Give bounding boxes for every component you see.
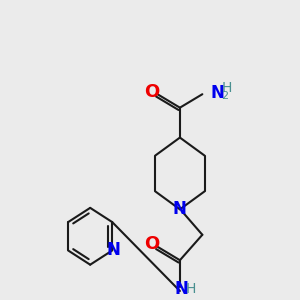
Text: H: H	[221, 81, 232, 95]
Text: O: O	[145, 236, 160, 253]
Text: N: N	[175, 280, 188, 298]
Text: 2: 2	[221, 91, 228, 101]
Text: N: N	[106, 242, 120, 260]
Text: N: N	[211, 84, 225, 102]
Text: H: H	[186, 282, 196, 296]
Text: O: O	[145, 83, 160, 101]
Text: N: N	[173, 200, 187, 218]
